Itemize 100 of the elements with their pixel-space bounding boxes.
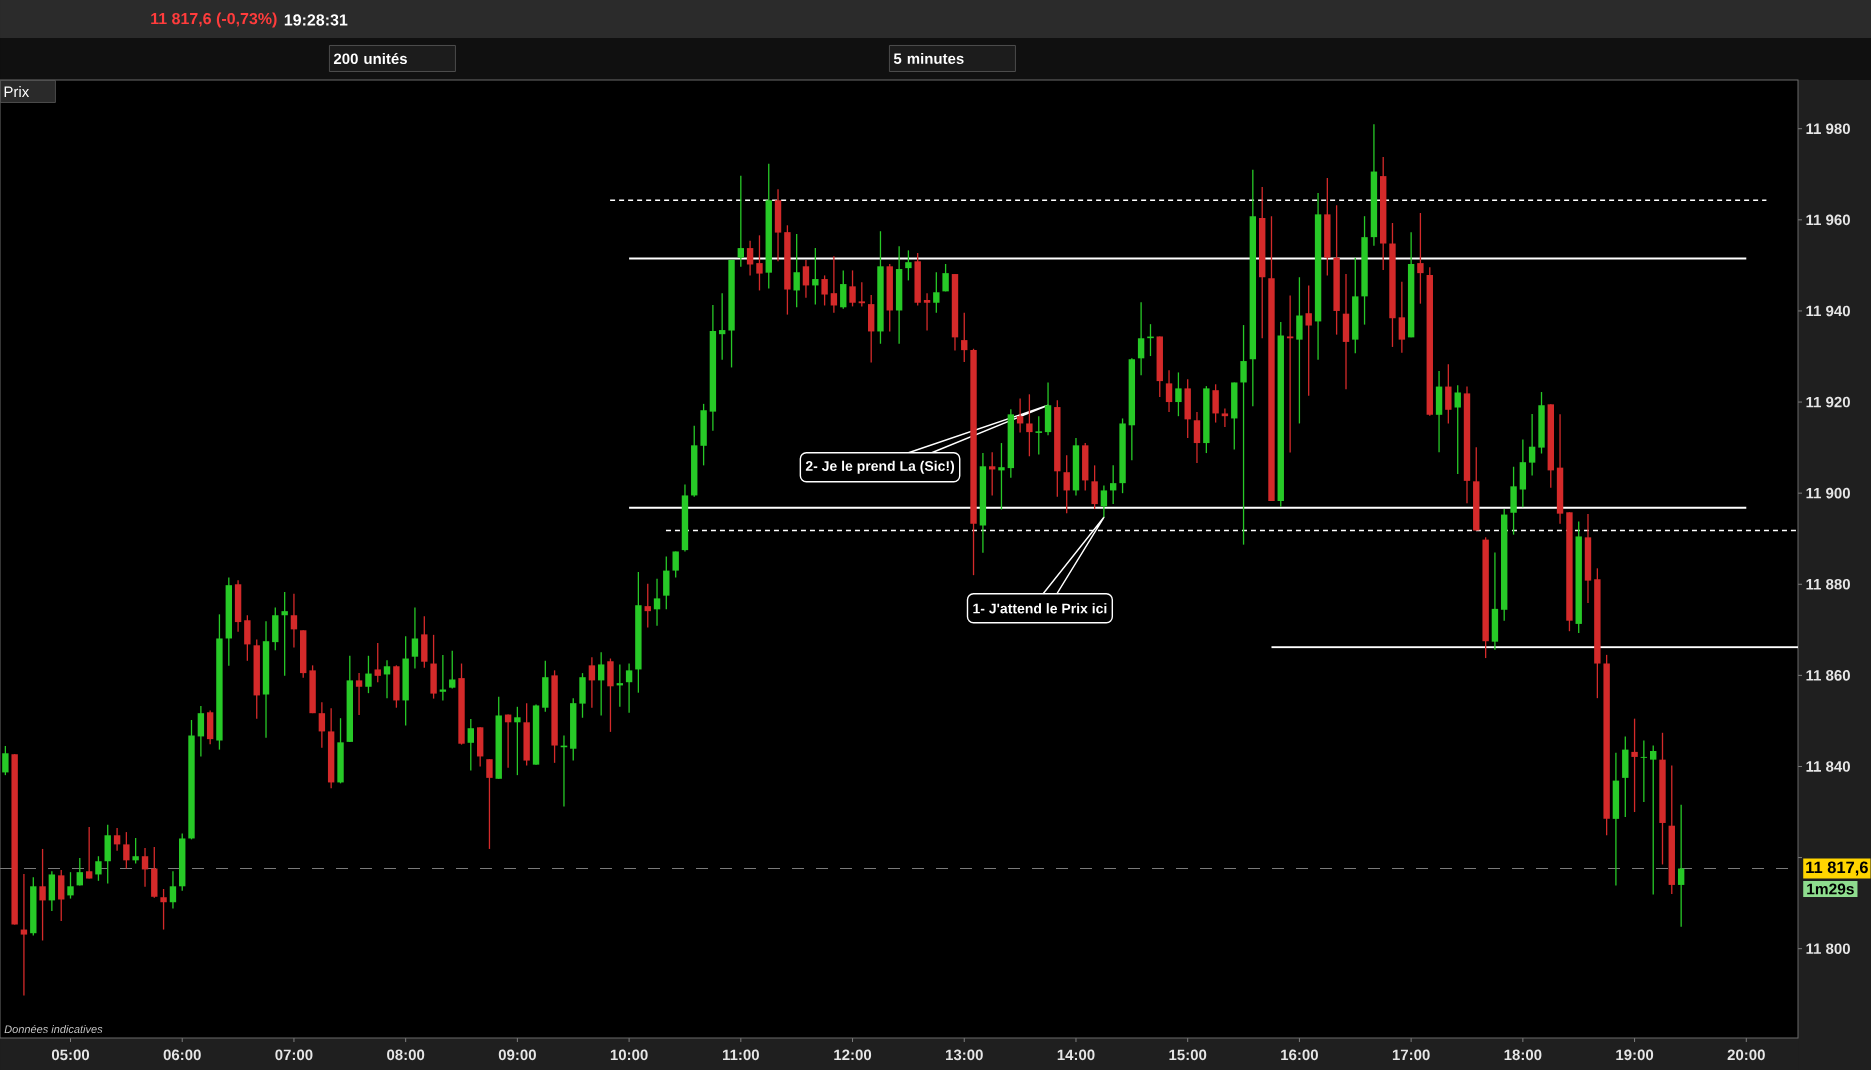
candlestick [327, 707, 335, 789]
candlestick [1594, 567, 1601, 699]
y-tick-label: 11 940 [1806, 305, 1850, 317]
candlestick [514, 706, 521, 776]
candlestick [244, 614, 251, 662]
candlestick [1445, 363, 1452, 425]
candlestick [1659, 732, 1666, 866]
candlestick [579, 672, 586, 719]
candlestick [1249, 169, 1257, 407]
candlestick [551, 669, 558, 764]
candlestick [849, 269, 856, 308]
candlestick [756, 234, 763, 292]
candlestick [672, 550, 679, 579]
candlestick [393, 664, 400, 709]
candlestick [1650, 744, 1657, 896]
candlestick [383, 659, 391, 699]
candlestick [1156, 335, 1163, 398]
candlestick [1100, 484, 1108, 518]
x-tick-label: 13:00 [946, 1049, 983, 1061]
candlestick [1184, 378, 1191, 439]
candlestick [141, 847, 149, 888]
candlestick [123, 831, 130, 870]
candlestick [737, 175, 745, 268]
candlestick [1231, 381, 1238, 451]
candlestick [988, 451, 996, 497]
candlestick [979, 452, 987, 554]
candlestick [663, 555, 670, 610]
candlestick [1193, 411, 1201, 464]
candlestick [821, 274, 828, 307]
candlestick [886, 263, 893, 333]
candlestick [309, 664, 316, 714]
candlestick [1370, 123, 1378, 247]
candlestick [197, 705, 205, 758]
x-tick-label: 07:00 [275, 1049, 313, 1061]
candlestick [346, 655, 353, 743]
candlestick [681, 483, 689, 553]
candlestick [961, 312, 968, 363]
candlestick [318, 701, 326, 749]
candlestick [1091, 464, 1098, 510]
candlestick [1510, 466, 1517, 536]
y-tick-label: 11 860 [1806, 670, 1850, 681]
candlestick [532, 703, 540, 766]
candlestick [1500, 508, 1508, 622]
candlestick [1463, 385, 1471, 504]
candlestick [802, 259, 810, 299]
candlestick [942, 263, 949, 292]
candlestick [1538, 391, 1545, 455]
candlestick [830, 255, 838, 314]
candlestick [1631, 718, 1638, 813]
x-tick-label: 15:00 [1169, 1049, 1207, 1061]
candlestick [188, 719, 195, 841]
candlestick [1240, 324, 1247, 546]
candlestick [951, 273, 959, 352]
candlestick [1333, 204, 1340, 336]
candlestick [39, 848, 46, 942]
candlestick [542, 660, 549, 713]
candlestick [625, 662, 633, 714]
candlestick [840, 269, 847, 310]
candlestick [933, 271, 940, 314]
candlestick [486, 758, 493, 850]
candlestick [1547, 403, 1554, 489]
candlestick [867, 294, 875, 364]
candlestick [728, 259, 735, 369]
candlestick [1612, 752, 1620, 887]
candlestick [1212, 383, 1219, 424]
candlestick [365, 655, 372, 694]
candlestick [262, 620, 270, 739]
x-tick-label: 11:00 [722, 1049, 759, 1061]
candlestick [1286, 294, 1294, 454]
x-tick-label: 06:00 [163, 1049, 201, 1061]
candlestick [495, 696, 502, 780]
candlestick [95, 855, 102, 882]
candlestick [85, 826, 93, 880]
x-tick-label: 14:00 [1057, 1049, 1095, 1061]
candlestick [607, 657, 614, 733]
candlestick [635, 571, 642, 694]
y-tick-label: 11 960 [1806, 214, 1850, 226]
candlestick [1566, 511, 1573, 632]
candlestick [1361, 215, 1368, 326]
candlestick [765, 163, 772, 290]
candlestick [923, 292, 931, 332]
candlestick [709, 304, 717, 432]
candlestick [691, 425, 698, 498]
candlestick [1584, 513, 1592, 604]
x-tick-label: 12:00 [834, 1049, 872, 1061]
candlestick [1407, 231, 1415, 339]
candlestick [58, 869, 65, 922]
candlestick [1165, 369, 1173, 413]
candlestick [905, 249, 912, 282]
candlestick [895, 245, 903, 345]
candlestick [1324, 177, 1331, 277]
candlestick [160, 888, 167, 931]
candlestick [998, 442, 1005, 511]
candlestick [793, 233, 800, 308]
candlestick [206, 709, 214, 745]
chart-title: 11 817,6 (-0,73%) [151, 12, 277, 28]
candlestick [1054, 399, 1061, 498]
candlestick [1603, 654, 1610, 836]
x-tick-label: 17:00 [1392, 1049, 1430, 1061]
candlestick [1398, 281, 1406, 354]
